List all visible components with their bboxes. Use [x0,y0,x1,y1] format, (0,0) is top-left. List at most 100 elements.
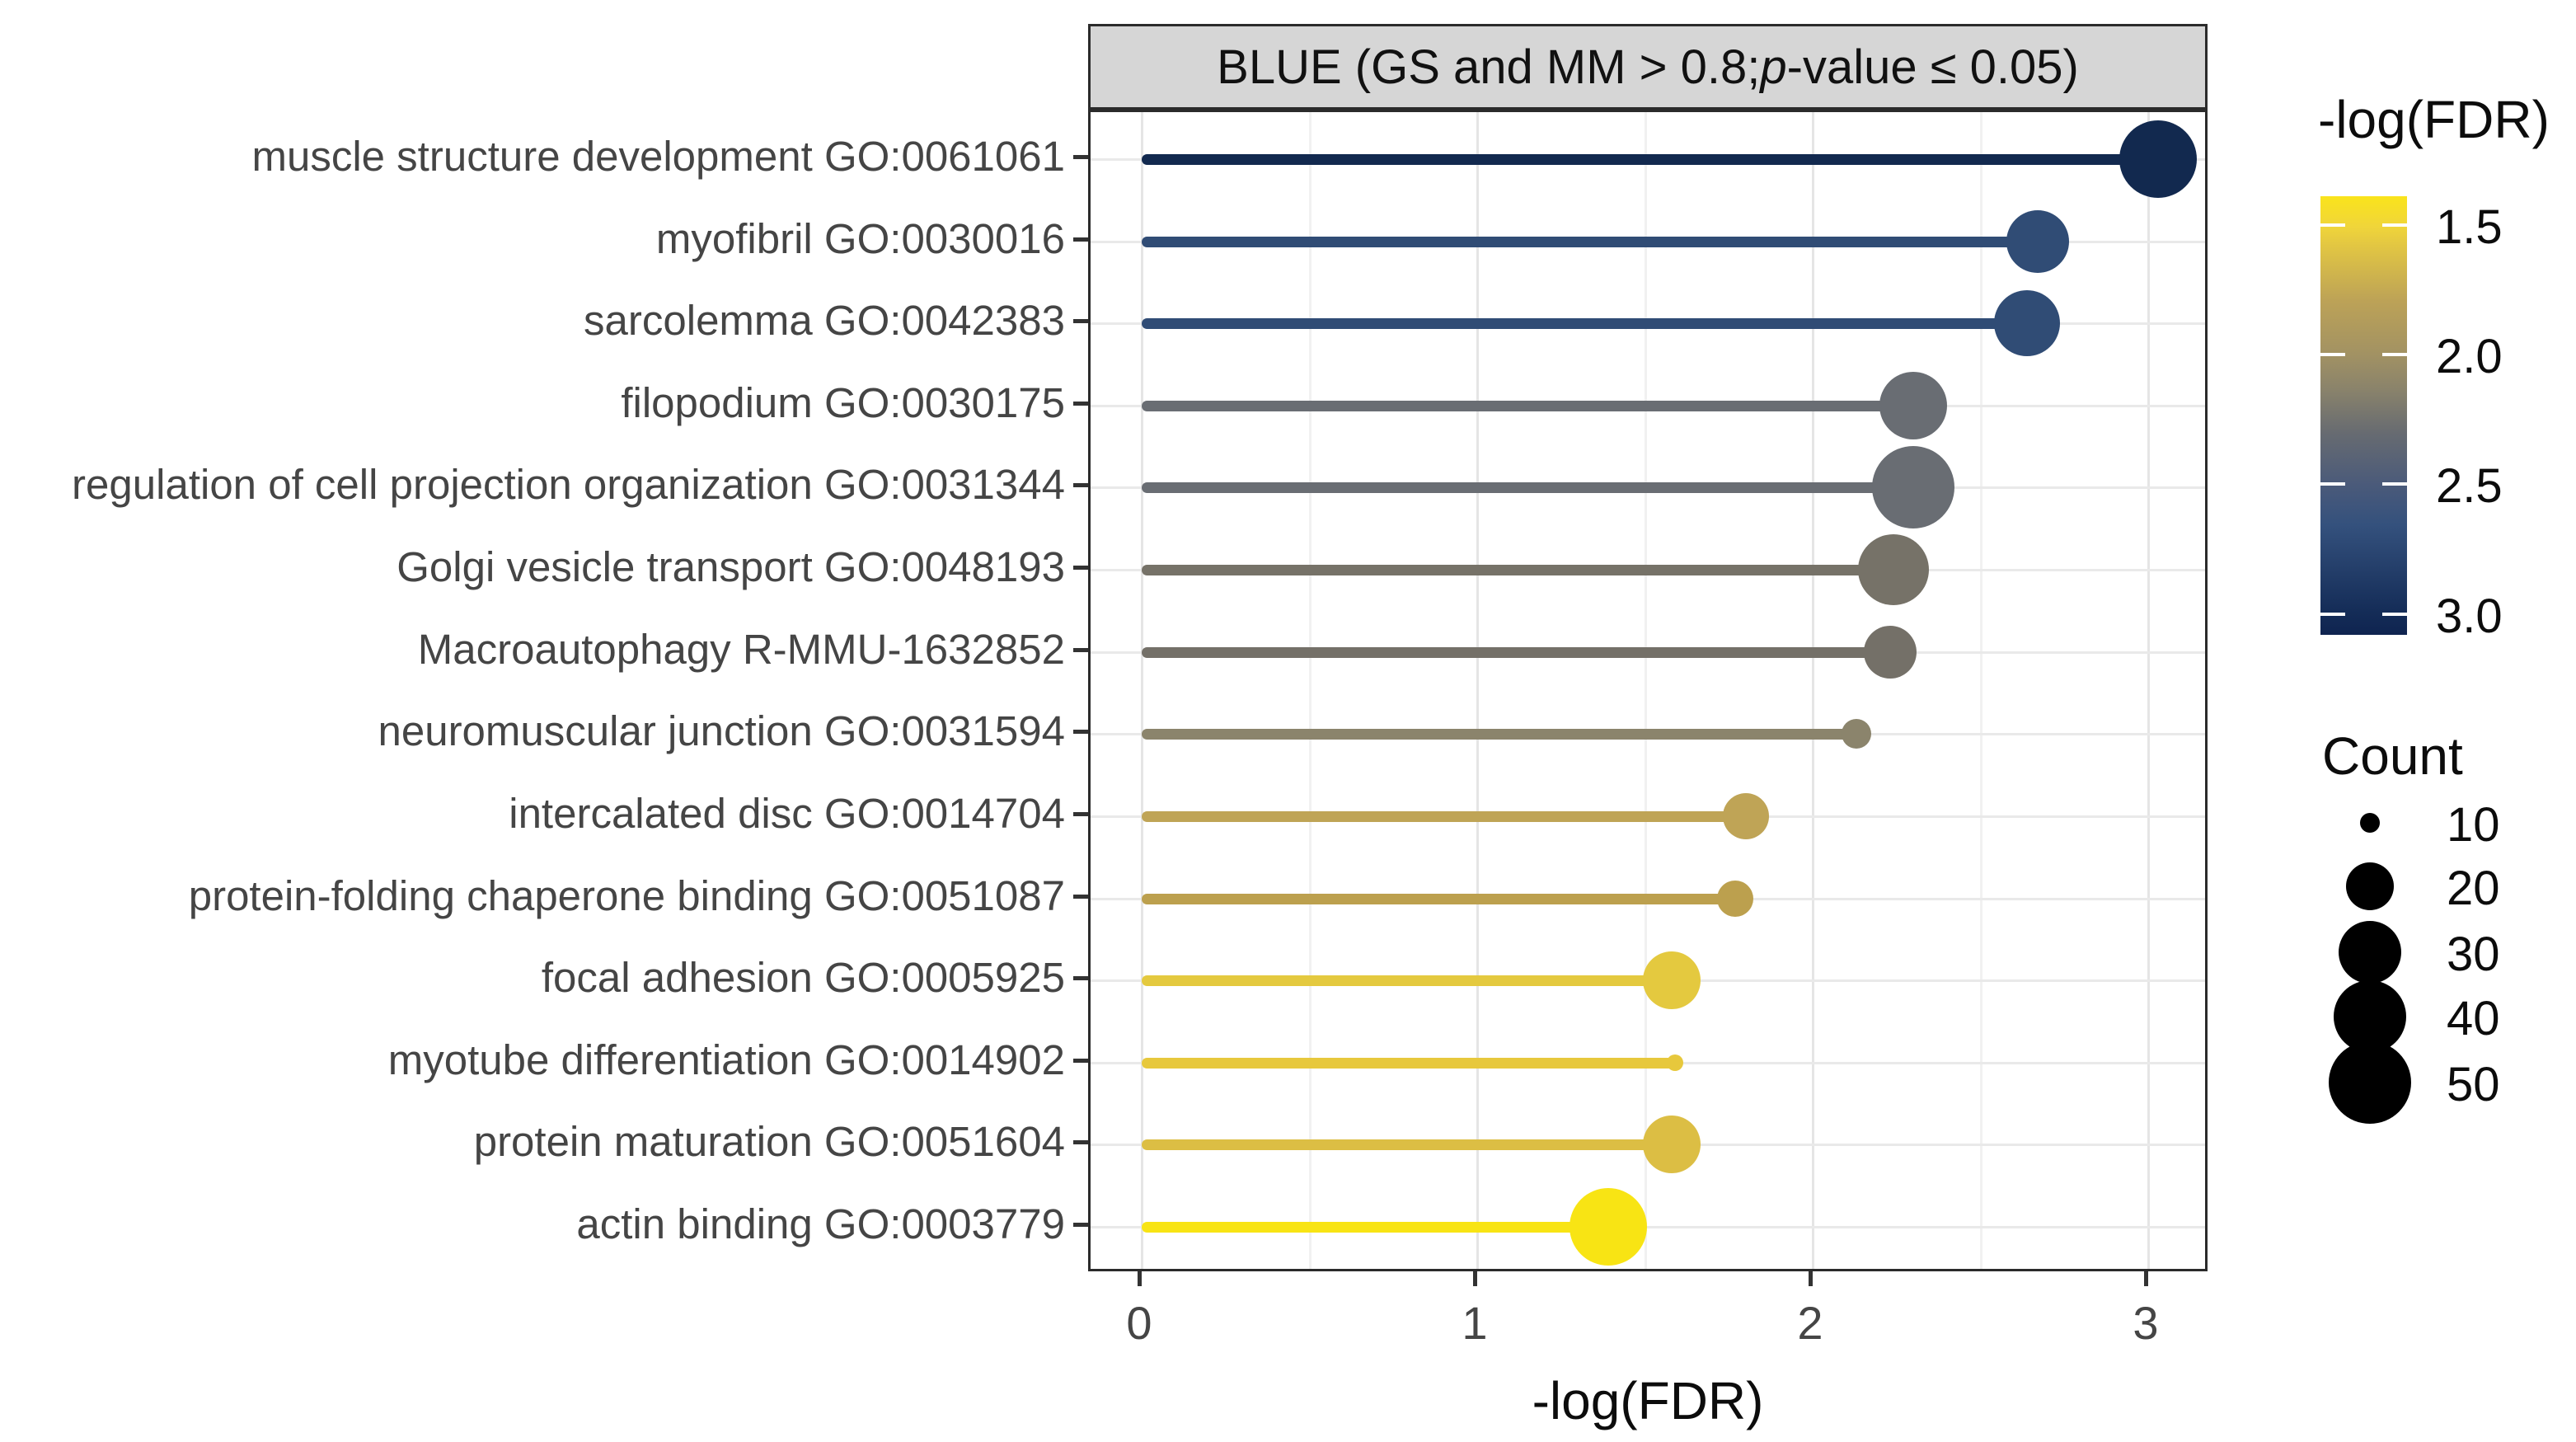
lollipop-stem [1142,975,1673,986]
y-axis-tick [1073,895,1088,899]
y-axis-tick [1073,566,1088,570]
lollipop-circle [1717,881,1754,917]
strip-title-italic-p: p [1760,40,1787,94]
lollipop-circle [1722,793,1769,839]
colorbar-gradient [2320,196,2407,635]
grid-line-minor [1644,112,1647,1269]
size-legend-circle [2346,862,2394,910]
y-axis-label: protein-folding chaperone binding GO:005… [188,872,1065,919]
y-axis-tick [1073,730,1088,734]
grid-line-row [1091,1226,2205,1228]
x-axis-tick [1809,1271,1813,1286]
grid-line-major [2147,112,2150,1269]
y-axis-label: protein maturation GO:0051604 [473,1118,1065,1165]
lollipop-circle [1569,1188,1647,1266]
grid-line-major [1141,112,1143,1269]
lollipop-circle [1667,1054,1684,1071]
y-axis-tick [1073,237,1088,242]
facet-strip-title: BLUE (GS and MM > 0.8; p -value ≤ 0.05) [1088,24,2208,110]
lollipop-stem [1142,1057,1676,1069]
y-axis-tick [1073,1059,1088,1063]
size-legend-label: 50 [2447,1058,2500,1111]
grid-line-minor [1308,112,1311,1269]
size-legend-circle [2334,980,2406,1053]
y-axis-label: neuromuscular junction GO:0031594 [378,707,1065,754]
lollipop-circle [1857,534,1929,605]
grid-line-minor [1979,112,1982,1269]
colorbar-tick-label: 1.5 [2436,200,2503,254]
lollipop-circle [1841,719,1871,749]
lollipop-stem [1142,1139,1673,1150]
size-legend-label: 40 [2447,992,2500,1045]
size-legend-label: 10 [2447,798,2500,852]
colorbar-tick [2320,482,2345,486]
y-axis-label: actin binding GO:0003779 [576,1200,1065,1247]
lollipop-circle [1863,626,1917,679]
lollipop-circle [1879,372,1948,439]
y-axis-label: Golgi vesicle transport GO:0048193 [396,543,1065,590]
y-axis-label: intercalated disc GO:0014704 [509,790,1065,837]
y-axis-label: focal adhesion GO:0005925 [541,954,1065,1001]
size-legend-label: 20 [2447,862,2500,915]
size-legend-circle [2329,1041,2411,1124]
colorbar-legend-title: -log(FDR) [2318,90,2550,149]
y-axis-label: myotube differentiation GO:0014902 [387,1036,1065,1083]
y-axis-label: filopodium GO:0030175 [621,379,1065,426]
lollipop-stem [1142,564,1893,575]
plot-panel [1088,110,2208,1271]
lollipop-stem [1142,153,2159,165]
x-axis-tick-label: 1 [1462,1297,1488,1349]
lollipop-stem [1142,481,1914,493]
y-axis-label: muscle structure development GO:0061061 [251,133,1065,180]
y-axis-tick [1073,976,1088,980]
y-axis-tick [1073,1223,1088,1227]
lollipop-stem [1142,810,1746,822]
lollipop-stem [1142,236,2038,247]
lollipop-circle [2119,120,2198,198]
size-legend-circle [2339,921,2401,984]
colorbar-tick [2320,353,2345,357]
grid-line-major [1812,112,1814,1269]
y-axis-tick [1073,155,1088,159]
lollipop-stem [1142,400,1914,411]
lollipop-circle [1994,290,2061,356]
y-axis-tick [1073,319,1088,323]
lollipop-stem [1142,646,1890,658]
x-axis-title: -log(FDR) [1532,1371,1764,1430]
y-axis-tick [1073,402,1088,406]
y-axis-tick [1073,812,1088,816]
y-axis-tick [1073,1140,1088,1144]
lollipop-circle [1643,1116,1701,1173]
colorbar-tick [2382,223,2407,227]
lollipop-circle [2006,210,2069,273]
colorbar-tick-label: 2.0 [2436,330,2503,384]
y-axis-tick [1073,483,1088,487]
x-axis-tick-label: 0 [1126,1297,1152,1349]
y-axis-label: Macroautophagy R-MMU-1632852 [417,626,1065,673]
grid-line-major [1476,112,1479,1269]
y-axis-label: regulation of cell projection organizati… [72,461,1065,508]
lollipop-stem [1142,728,1856,740]
x-axis-tick-label: 3 [2133,1297,2159,1349]
colorbar-tick-label: 2.5 [2436,459,2503,514]
colorbar-tick [2320,612,2345,616]
y-axis-tick [1073,648,1088,652]
lollipop-circle [1643,951,1701,1009]
y-axis-label: sarcolemma GO:0042383 [584,297,1065,344]
lollipop-circle [1872,446,1955,528]
colorbar-tick [2382,612,2407,616]
lollipop-stem [1142,1221,1608,1233]
lollipop-stem [1142,893,1736,904]
lollipop-stem [1142,317,2028,329]
size-legend-title: Count [2322,726,2463,786]
x-axis-tick [1138,1271,1142,1286]
colorbar-tick [2320,223,2345,227]
colorbar-tick [2382,353,2407,357]
colorbar-tick-label: 3.0 [2436,589,2503,643]
x-axis-tick [2144,1271,2148,1286]
size-legend-label: 30 [2447,928,2500,981]
x-axis-tick [1473,1271,1477,1286]
size-legend-circle [2360,813,2380,833]
strip-title-pre: BLUE (GS and MM > 0.8; [1217,40,1761,94]
